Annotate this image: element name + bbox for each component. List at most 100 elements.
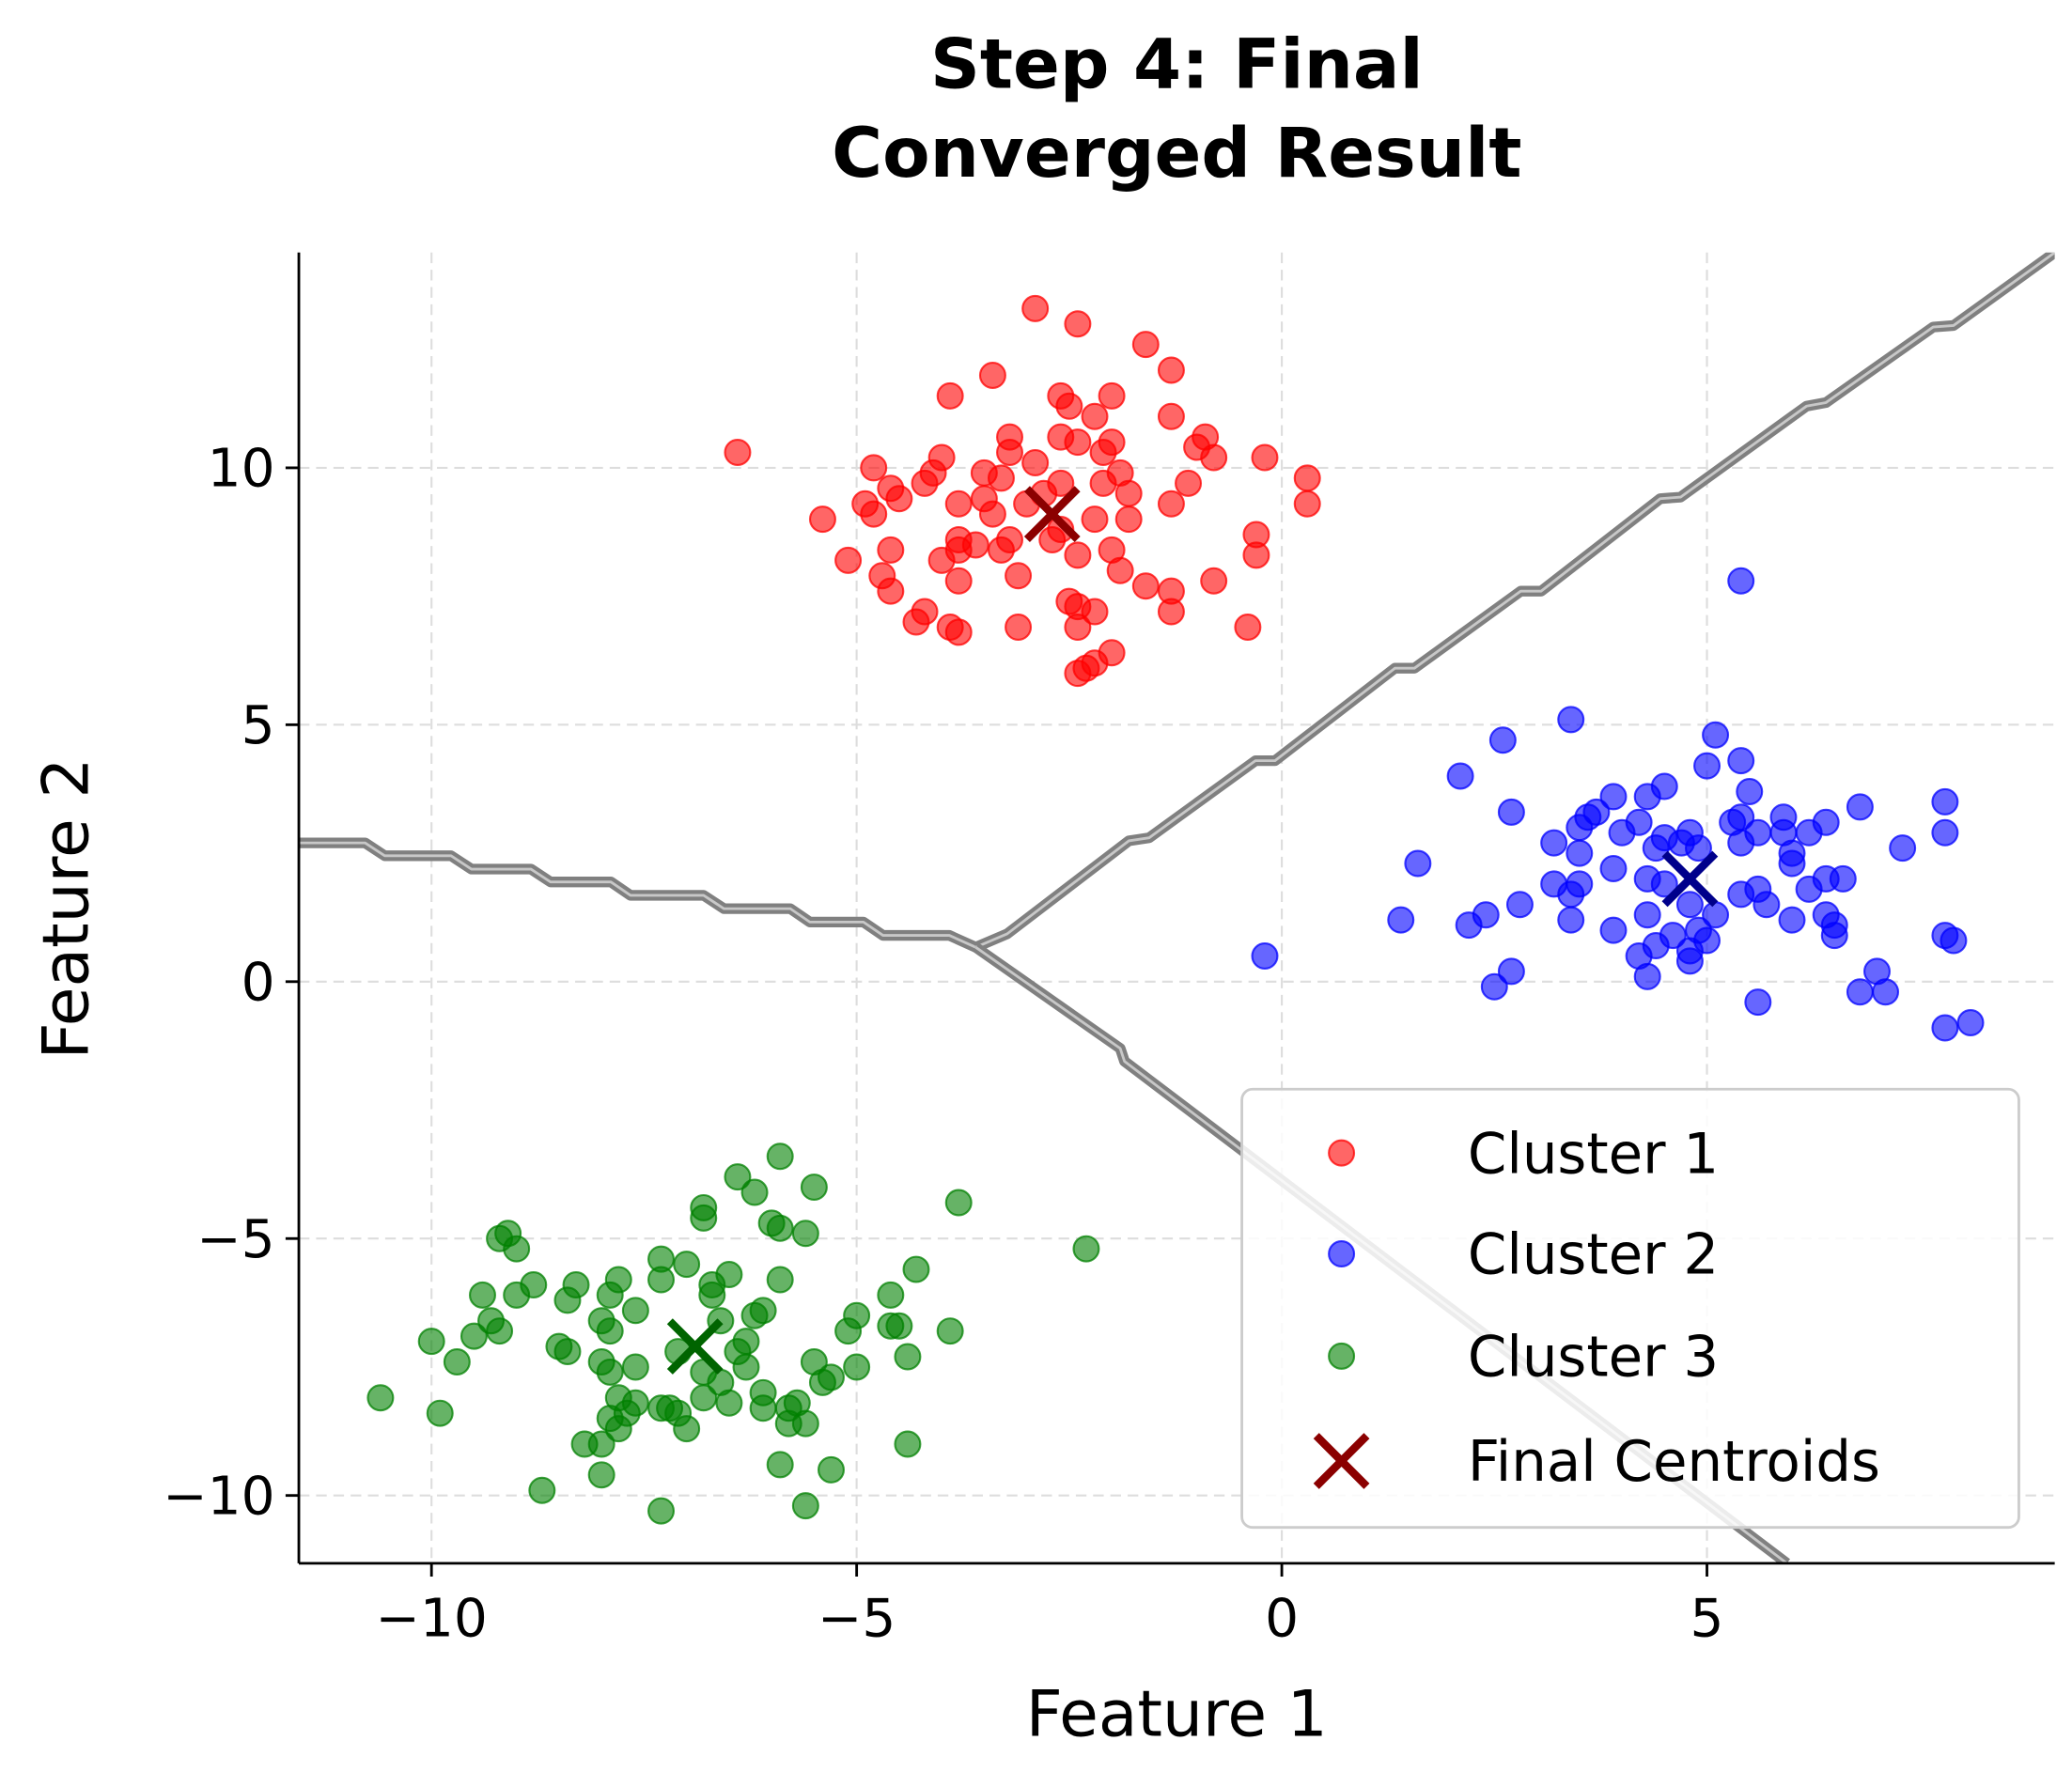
cluster-2-point	[1778, 906, 1806, 934]
cluster-3-point	[443, 1348, 471, 1376]
decision-boundary-highlight	[299, 841, 976, 949]
cluster-1-point	[987, 536, 1015, 564]
cluster-2-point	[1736, 777, 1764, 805]
cluster-2-point	[1566, 814, 1594, 842]
cluster-1-point	[1200, 443, 1228, 472]
cluster-2-point	[1795, 875, 1823, 903]
x-axis-label: Feature 1	[1026, 1677, 1328, 1751]
cluster-3-point	[673, 1415, 701, 1443]
cluster-2-point	[1795, 818, 1823, 847]
cluster-3-point	[740, 1178, 769, 1206]
y-tick-label: 10	[208, 439, 275, 500]
cluster-1-point	[1072, 654, 1100, 682]
cluster-3-point	[791, 1220, 819, 1248]
cluster-3-point	[843, 1353, 871, 1381]
cluster-3-point	[417, 1328, 445, 1356]
cluster-2-point	[1693, 752, 1721, 780]
x-tick-label: 5	[1690, 1589, 1724, 1650]
cluster-1-point	[902, 608, 930, 636]
cluster-1-point	[808, 505, 836, 534]
cluster-2-point	[1497, 798, 1525, 826]
cluster-3-point	[553, 1338, 582, 1366]
cluster-3-point	[596, 1358, 624, 1386]
cluster-1-point	[1081, 598, 1109, 626]
cluster-2-point	[1931, 818, 1959, 847]
cluster-1-point	[1064, 541, 1092, 569]
cluster-2-point	[1557, 906, 1585, 934]
x-stroke	[1313, 1433, 1370, 1489]
cluster-3-point	[647, 1266, 675, 1294]
cluster-1-point	[1081, 505, 1109, 534]
cluster-2-point	[1566, 839, 1594, 867]
cluster-1-point	[860, 454, 888, 482]
cluster-2-point	[1505, 891, 1534, 919]
cluster-3-point	[426, 1399, 454, 1427]
cluster-1-point	[1064, 428, 1092, 457]
chart-title-line-1: Step 4: Final	[930, 25, 1424, 105]
cluster-2-point	[1633, 864, 1661, 893]
cluster-3-point	[553, 1286, 582, 1314]
cluster-3-point	[944, 1189, 973, 1217]
cluster-3-point	[766, 1451, 794, 1479]
cluster-1-point	[877, 536, 905, 564]
cluster-1-point	[911, 469, 939, 497]
cluster-1-point	[1114, 505, 1143, 534]
cluster-1-point	[1089, 439, 1117, 467]
cluster-3-point	[604, 1415, 632, 1443]
cluster-1-point	[1157, 402, 1185, 430]
cluster-2-point	[1455, 911, 1483, 940]
centroid-x-icon	[666, 1318, 724, 1375]
cluster-1-point	[944, 618, 973, 646]
cluster-1-point	[1251, 443, 1279, 472]
cluster-3-point	[885, 1312, 913, 1340]
cluster-1-point	[1038, 525, 1067, 553]
cluster-2-point	[1727, 567, 1755, 595]
cluster-2-point	[1931, 1014, 1959, 1042]
cluster-1-point	[978, 500, 1006, 528]
cluster-1-point	[1157, 598, 1185, 626]
cluster-3-point	[800, 1174, 828, 1202]
cluster-2-point	[1404, 849, 1432, 878]
x-stroke	[1661, 850, 1719, 908]
cluster-2-point	[1608, 818, 1636, 847]
cluster-1-point	[1106, 556, 1134, 584]
cluster-1-point	[1114, 479, 1143, 507]
cluster-1-point	[1064, 613, 1092, 641]
legend-marker-cluster-3	[1328, 1342, 1356, 1370]
x-tick-label: −5	[818, 1589, 896, 1650]
chart-title-line-2: Converged Result	[832, 114, 1521, 194]
cluster-3-point	[818, 1455, 845, 1484]
axes: −10 −5 0 5 −10 −5 0 5 10	[163, 252, 2055, 1650]
cluster-2-point	[1778, 849, 1806, 878]
centroid-x-icon	[1023, 486, 1081, 542]
cluster-1-point	[1175, 469, 1203, 497]
legend-label-cluster-3: Cluster 3	[1468, 1325, 1719, 1390]
cluster-2-point	[1251, 941, 1279, 970]
cluster-3-point	[503, 1281, 531, 1309]
cluster-1-point	[1242, 541, 1270, 569]
cluster-2-point	[1633, 962, 1661, 990]
cluster-2-point	[1488, 726, 1517, 754]
cluster-3-point	[715, 1389, 743, 1417]
cluster-3-point	[621, 1297, 649, 1325]
cluster-2-point	[1940, 926, 1968, 955]
centroid-markers	[666, 486, 1719, 1375]
cluster-2-point	[1387, 906, 1415, 934]
cluster-2-point	[1675, 891, 1704, 919]
cluster-2-point	[1753, 891, 1781, 919]
legend-box	[1240, 1087, 2020, 1530]
cluster-2-point	[1633, 783, 1661, 811]
cluster-2-point	[1846, 978, 1874, 1006]
cluster-1-point	[860, 500, 888, 528]
cluster-3-point	[690, 1384, 718, 1412]
cluster-1-point	[1055, 392, 1083, 420]
cluster-1-point	[944, 567, 973, 595]
cluster-1-point	[1131, 572, 1160, 600]
y-tick-label: 5	[241, 695, 275, 756]
cluster-3-point	[774, 1409, 802, 1438]
cluster-2-point	[1557, 706, 1585, 734]
cluster-3-point	[587, 1430, 615, 1458]
cluster-2-point	[1497, 957, 1525, 986]
cluster-3-point	[902, 1255, 930, 1283]
cluster-1-point	[1021, 448, 1050, 476]
